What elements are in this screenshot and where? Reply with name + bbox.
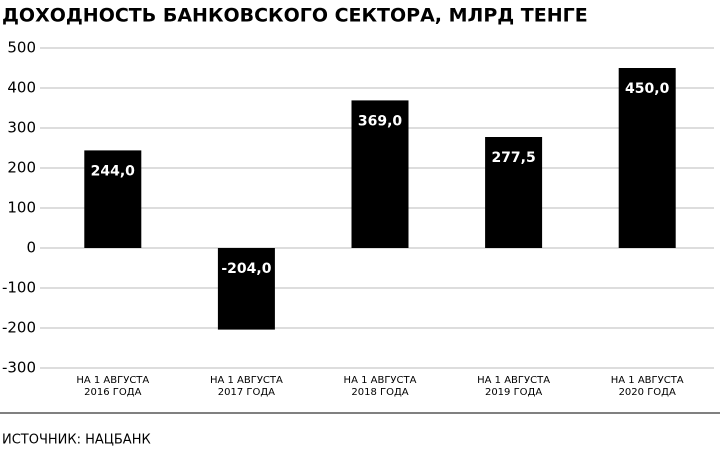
value-label: -204,0 bbox=[221, 261, 271, 277]
x-tick-label: НА 1 АВГУСТА 2018 ГОДА bbox=[344, 375, 417, 398]
y-tick-label: 500 bbox=[7, 39, 36, 57]
x-tick-label: НА 1 АВГУСТА 2016 ГОДА bbox=[76, 375, 149, 398]
y-tick-label: -300 bbox=[2, 359, 36, 377]
y-tick-label: -200 bbox=[2, 319, 36, 337]
x-tick-label: НА 1 АВГУСТА 2020 ГОДА bbox=[611, 375, 684, 398]
value-label: 244,0 bbox=[91, 163, 136, 179]
bar bbox=[217, 248, 275, 330]
y-tick-label: 0 bbox=[26, 239, 36, 257]
x-tick-label: НА 1 АВГУСТА 2019 ГОДА bbox=[477, 375, 550, 398]
y-tick-label: 300 bbox=[7, 119, 36, 137]
value-label: 369,0 bbox=[358, 113, 403, 129]
bar bbox=[351, 100, 409, 249]
y-tick-label: 400 bbox=[7, 79, 36, 97]
x-tick-label: НА 1 АВГУСТА 2017 ГОДА bbox=[210, 375, 283, 398]
y-tick-label: -100 bbox=[2, 279, 36, 297]
source: ИСТОЧНИК: НАЦБАНК bbox=[2, 433, 151, 448]
y-tick-label: 100 bbox=[7, 199, 36, 217]
bar bbox=[485, 137, 543, 248]
chart-title: ДОХОДНОСТЬ БАНКОВСКОГО СЕКТОРА, МЛРД ТЕН… bbox=[2, 5, 588, 27]
y-tick-label: 200 bbox=[7, 159, 36, 177]
bar bbox=[618, 68, 676, 248]
value-label: 450,0 bbox=[625, 81, 670, 97]
bar bbox=[84, 150, 142, 248]
value-label: 277,5 bbox=[491, 150, 535, 166]
